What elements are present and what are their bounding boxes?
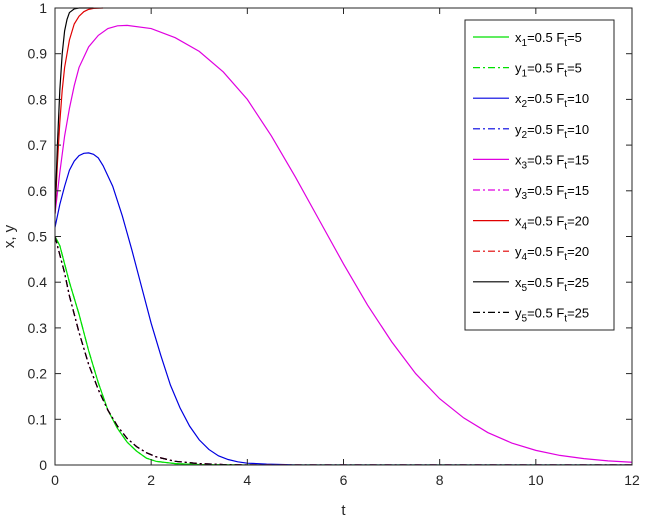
series-line-x4 — [55, 7, 104, 214]
y-axis-label: x, y — [1, 224, 18, 248]
x-tick-label: 0 — [51, 472, 59, 488]
legend-entry-label: x3=0.5 Ft=15 — [515, 152, 589, 171]
y-tick-label: 0.1 — [28, 411, 48, 427]
x-tick-label: 12 — [624, 472, 640, 488]
legend-entry-label: y1=0.5 Ft=5 — [515, 61, 582, 80]
y-tick-label: 0.4 — [28, 274, 48, 290]
x-tick-label: 4 — [243, 472, 251, 488]
legend-entry-label: x1=0.5 Ft=5 — [515, 30, 582, 49]
x-tick-label: 10 — [528, 472, 544, 488]
legend-entry-label: y2=0.5 Ft=10 — [515, 122, 589, 141]
legend-entry-label: y5=0.5 Ft=25 — [515, 305, 589, 324]
series-line-x3 — [55, 24, 632, 463]
y-tick-label: 0.6 — [28, 183, 48, 199]
y-tick-label: 0.3 — [28, 320, 48, 336]
legend-entry-label: x2=0.5 Ft=10 — [515, 91, 589, 110]
y-tick-label: 1 — [39, 0, 47, 16]
x-tick-label: 8 — [436, 472, 444, 488]
x-axis-label: t — [341, 502, 346, 519]
legend-box — [464, 19, 615, 331]
y-tick-label: 0 — [39, 457, 47, 473]
y-tick-label: 0.5 — [28, 229, 48, 245]
series-line-x2 — [55, 152, 632, 465]
legend-entry-label: y4=0.5 Ft=20 — [515, 244, 589, 263]
x-tick-label: 6 — [340, 472, 348, 488]
legend-entry-label: y3=0.5 Ft=15 — [515, 183, 589, 202]
legend-entry-label: x5=0.5 Ft=25 — [515, 275, 589, 294]
legend-entry-label: x4=0.5 Ft=20 — [515, 214, 589, 233]
y-tick-label: 0.2 — [28, 366, 48, 382]
y-tick-label: 0.7 — [28, 137, 48, 153]
x-tick-label: 2 — [147, 472, 155, 488]
y-tick-label: 0.8 — [28, 91, 48, 107]
y-tick-label: 0.9 — [28, 46, 48, 62]
